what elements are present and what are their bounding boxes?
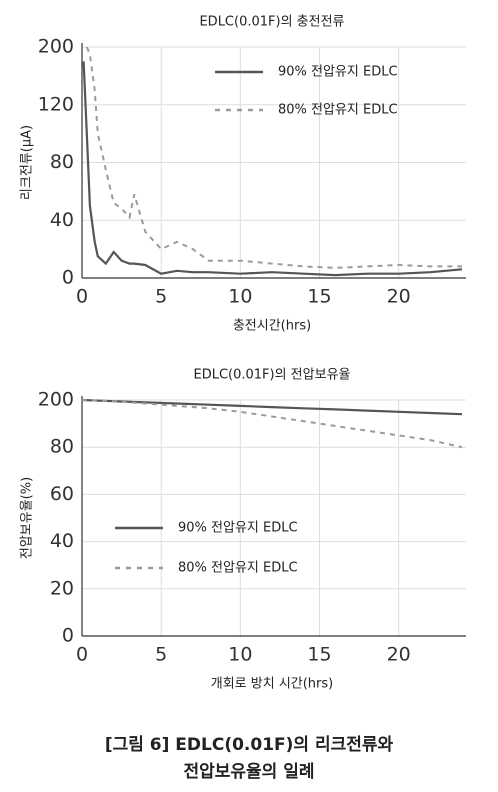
x-tick-label: 5 — [155, 644, 167, 666]
y-tick-label: 40 — [50, 209, 74, 231]
x-tick-label: 10 — [228, 286, 252, 308]
y-axis-label: 전압보유율(%) — [20, 477, 35, 559]
chart-title: EDLC(0.01F)의 충전전류 — [199, 15, 344, 30]
legend-label: 80% 전압유지 EDLC — [278, 103, 398, 118]
y-tick-label: 60 — [50, 483, 74, 505]
chart-title: EDLC(0.01F)의 전압보유율 — [193, 368, 350, 383]
y-tick-label: 40 — [50, 530, 74, 552]
x-tick-label: 20 — [387, 644, 411, 666]
series-line — [82, 61, 463, 277]
legend-label: 90% 전압유지 EDLC — [178, 521, 298, 536]
x-tick-label: 15 — [307, 286, 331, 308]
y-tick-label: 200 — [38, 389, 74, 411]
caption-line: [그림 6] EDLC(0.01F)의 리크전류와 — [105, 735, 394, 755]
legend-label: 80% 전압유지 EDLC — [178, 561, 298, 576]
x-tick-label: 5 — [155, 286, 167, 308]
legend-label: 90% 전압유지 EDLC — [278, 65, 398, 80]
series-line — [85, 46, 462, 269]
x-tick-label: 15 — [307, 644, 331, 666]
caption-line: 전압보유율의 일례 — [183, 761, 314, 782]
series-line — [81, 398, 463, 416]
y-axis-label: 리크전류(μA) — [20, 125, 35, 200]
y-tick-label: 80 — [50, 151, 74, 173]
x-tick-label: 0 — [76, 644, 88, 666]
y-tick-label: 20 — [50, 577, 74, 599]
y-tick-label: 0 — [62, 625, 74, 647]
series-line — [81, 399, 463, 449]
y-tick-label: 80 — [50, 436, 74, 458]
y-tick-label: 0 — [62, 267, 74, 289]
x-tick-label: 0 — [76, 286, 88, 308]
y-tick-label: 120 — [38, 93, 74, 115]
x-axis-label: 충전시간(hrs) — [233, 319, 311, 334]
x-tick-label: 20 — [387, 286, 411, 308]
y-tick-label: 200 — [38, 36, 74, 58]
x-axis-label: 개회로 방치 시간(hrs) — [211, 677, 334, 692]
x-tick-label: 10 — [228, 644, 252, 666]
